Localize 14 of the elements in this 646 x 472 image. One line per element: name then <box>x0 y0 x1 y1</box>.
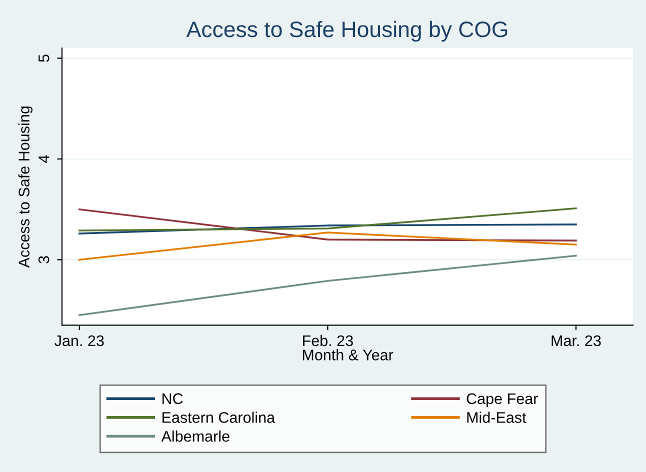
y-tick-label: 3 <box>38 256 50 264</box>
y-tick-label: 4 <box>38 155 50 163</box>
legend-label: NC <box>162 393 183 404</box>
legend-label: Eastern Carolina <box>162 412 276 423</box>
y-axis-title: Access to Safe Housing <box>18 106 32 268</box>
x-tick-label: Jan. 23 <box>54 335 104 346</box>
legend-label: Albemarle <box>161 430 230 442</box>
legend-label: Mid-East <box>467 412 526 423</box>
x-tick-label: Feb. 23 <box>303 334 353 346</box>
chart-title: Access to Safe Housing by COG <box>186 20 508 42</box>
x-tick-label: Mar. 23 <box>552 335 601 346</box>
legend-label: Cape Fear <box>466 393 538 408</box>
y-tick-label: 5 <box>38 54 50 62</box>
x-axis-title: Month & Year <box>302 349 394 360</box>
